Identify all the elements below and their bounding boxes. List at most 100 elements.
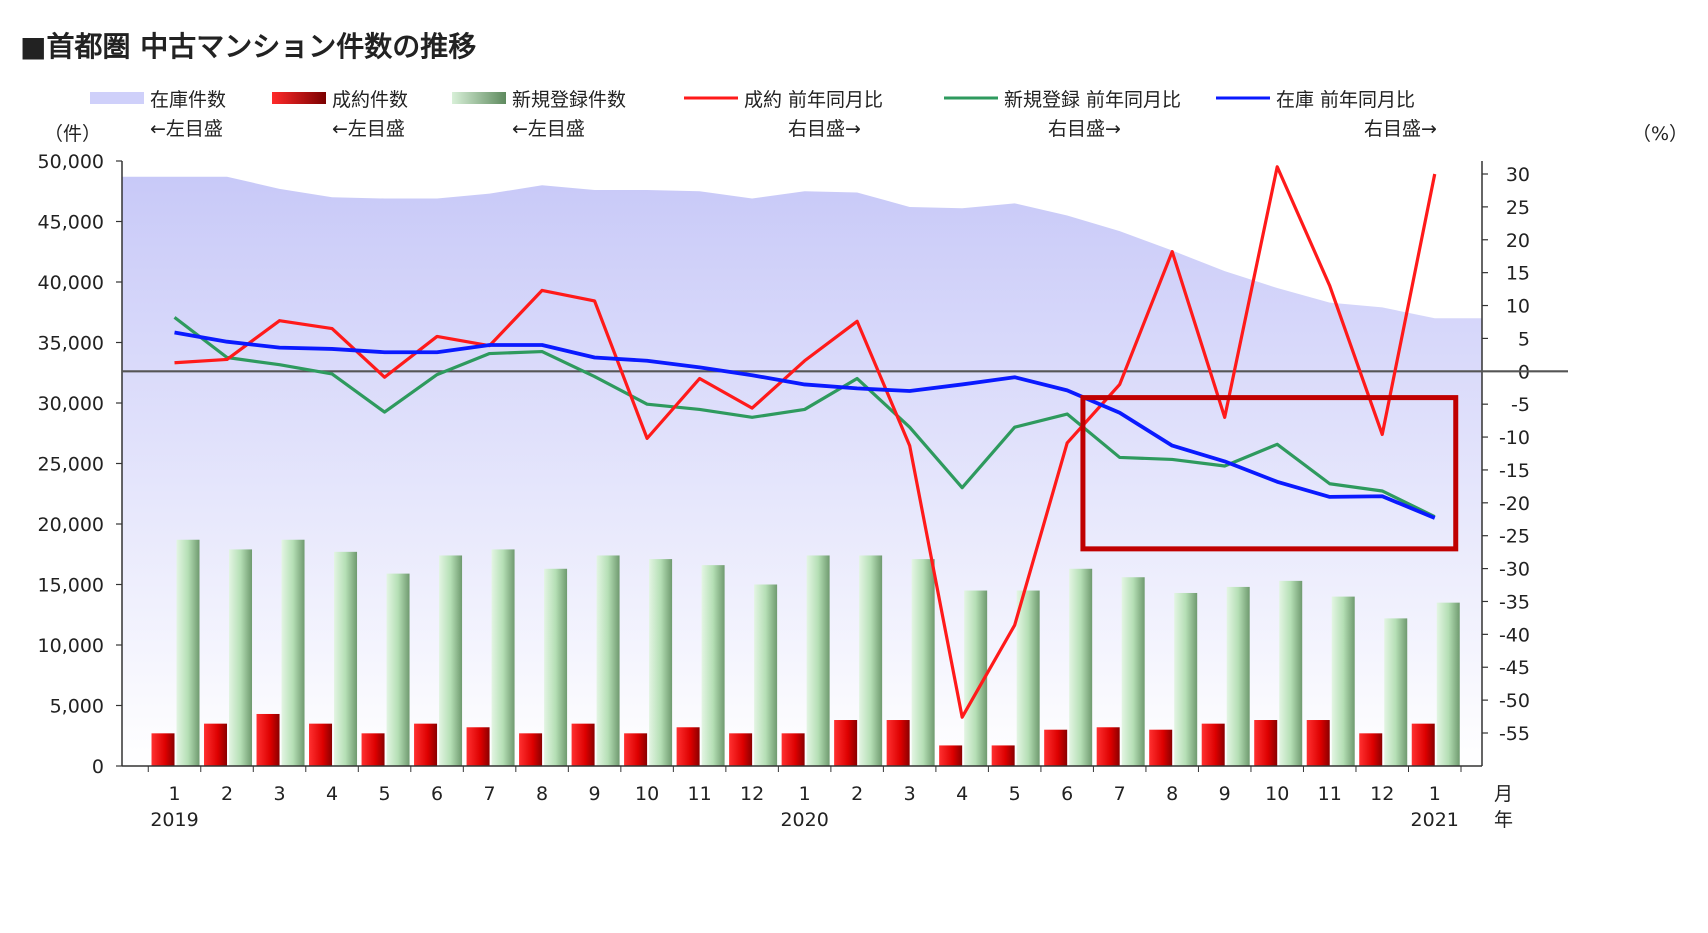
contracts-bar — [1201, 723, 1225, 766]
contracts-bar — [939, 745, 963, 766]
year-label: 2021 — [1411, 809, 1459, 831]
legend-sublabel: 右目盛→ — [1048, 118, 1121, 140]
legend-label: 新規登録件数 — [512, 89, 626, 111]
x-tick-label: 5 — [379, 783, 391, 805]
left-tick-label: 30,000 — [38, 393, 104, 415]
right-tick-label: 30 — [1506, 164, 1530, 186]
contracts-bar — [466, 727, 490, 766]
new-listings-yoy-line — [173, 316, 1436, 519]
new-listings-bar — [964, 590, 988, 766]
new-listings-bar — [911, 559, 935, 766]
contracts-bar — [1411, 723, 1435, 766]
x-tick-label: 10 — [635, 783, 659, 805]
legend-item: 成約件数 ←左目盛 — [272, 89, 408, 140]
bars-layer — [151, 539, 1460, 766]
year-label: 2019 — [150, 809, 198, 831]
legend-label: 成約 前年同月比 — [744, 89, 883, 111]
x-tick-label: 9 — [1219, 783, 1231, 805]
contracts-bar — [886, 720, 910, 766]
contracts-bar — [1044, 729, 1068, 766]
contracts-bar — [151, 733, 175, 766]
new-listings-bar — [1436, 602, 1460, 766]
contracts-bar — [414, 723, 438, 766]
contracts-bar — [834, 720, 858, 766]
x-tick-label: 12 — [740, 783, 764, 805]
left-tick-label: 5,000 — [50, 696, 104, 718]
x-tick-label: 10 — [1265, 783, 1289, 805]
new-listings-bar — [1226, 586, 1250, 766]
left-tick-label: 35,000 — [38, 333, 104, 355]
left-tick-label: 20,000 — [38, 514, 104, 536]
x-tick-label: 2 — [221, 783, 233, 805]
right-tick-label: -30 — [1499, 559, 1530, 581]
x-tick-label: 11 — [1318, 783, 1342, 805]
right-tick-label: -50 — [1499, 690, 1530, 712]
right-tick-label: 20 — [1506, 230, 1530, 252]
x-tick-label: 7 — [484, 783, 496, 805]
new-listings-bar — [596, 555, 620, 766]
x-tick-label: 9 — [589, 783, 601, 805]
right-tick-label: -20 — [1499, 493, 1530, 515]
new-listings-bar — [1331, 596, 1355, 766]
new-listings-bar — [754, 584, 778, 766]
chart-title: ■首都圏 中古マンション件数の推移 — [20, 30, 476, 63]
contracts-bar — [991, 745, 1015, 766]
new-listings-bar — [386, 573, 410, 766]
legend-sublabel: 右目盛→ — [788, 118, 861, 140]
contracts-bar — [624, 733, 648, 766]
new-listings-bar — [176, 539, 200, 766]
contracts-bar — [571, 723, 595, 766]
year-label: 2020 — [780, 809, 828, 831]
left-tick-label: 40,000 — [38, 272, 104, 294]
legend-label: 在庫件数 — [150, 89, 226, 111]
new-listings-bar — [701, 565, 725, 766]
x-axis-month-unit: 月 — [1494, 783, 1513, 805]
legend-sublabel: ←左目盛 — [512, 118, 585, 140]
x-axis-year-unit: 年 — [1494, 809, 1513, 831]
x-tick-label: 7 — [1114, 783, 1126, 805]
legend-item: 在庫件数 ←左目盛 — [90, 89, 226, 140]
new-listings-bar — [859, 555, 883, 766]
x-tick-label: 8 — [1166, 783, 1178, 805]
contracts-bar — [361, 733, 385, 766]
x-tick-label: 4 — [956, 783, 968, 805]
x-tick-label: 4 — [326, 783, 338, 805]
contracts-bar — [1306, 720, 1330, 766]
right-tick-label: -40 — [1499, 624, 1530, 646]
new-listings-bar — [1384, 618, 1408, 766]
left-tick-label: 15,000 — [38, 575, 104, 597]
contracts-bar — [1359, 733, 1383, 766]
new-listings-bar — [334, 551, 358, 766]
legend-swatch-new-listings — [452, 92, 506, 104]
x-tick-label: 3 — [904, 783, 916, 805]
contracts-bar — [676, 727, 700, 766]
x-tick-label: 1 — [1429, 783, 1441, 805]
legend-sublabel: ←左目盛 — [332, 118, 405, 140]
stock-yoy-line — [174, 330, 1436, 520]
left-tick-label: 0 — [92, 756, 104, 778]
right-tick-label: -10 — [1499, 427, 1530, 449]
x-tick-label: 8 — [536, 783, 548, 805]
new-listings-bar — [544, 568, 568, 766]
legend-sublabel: 右目盛→ — [1364, 118, 1437, 140]
new-listings-bar — [229, 549, 253, 766]
new-listings-bar — [491, 549, 515, 766]
contracts-bar — [781, 733, 805, 766]
lines-layer — [173, 165, 1437, 719]
x-tick-label: 3 — [273, 783, 285, 805]
right-tick-label: 5 — [1518, 328, 1530, 350]
contracts-bar — [519, 733, 543, 766]
new-listings-bar — [1121, 577, 1145, 766]
left-tick-label: 50,000 — [38, 151, 104, 173]
right-tick-label: -35 — [1499, 591, 1530, 613]
contracts-yoy-line — [174, 165, 1437, 719]
x-tick-label: 6 — [431, 783, 443, 805]
legend-label: 在庫 前年同月比 — [1276, 89, 1415, 111]
left-tick-label: 10,000 — [38, 635, 104, 657]
highlight-layer — [1080, 395, 1459, 552]
